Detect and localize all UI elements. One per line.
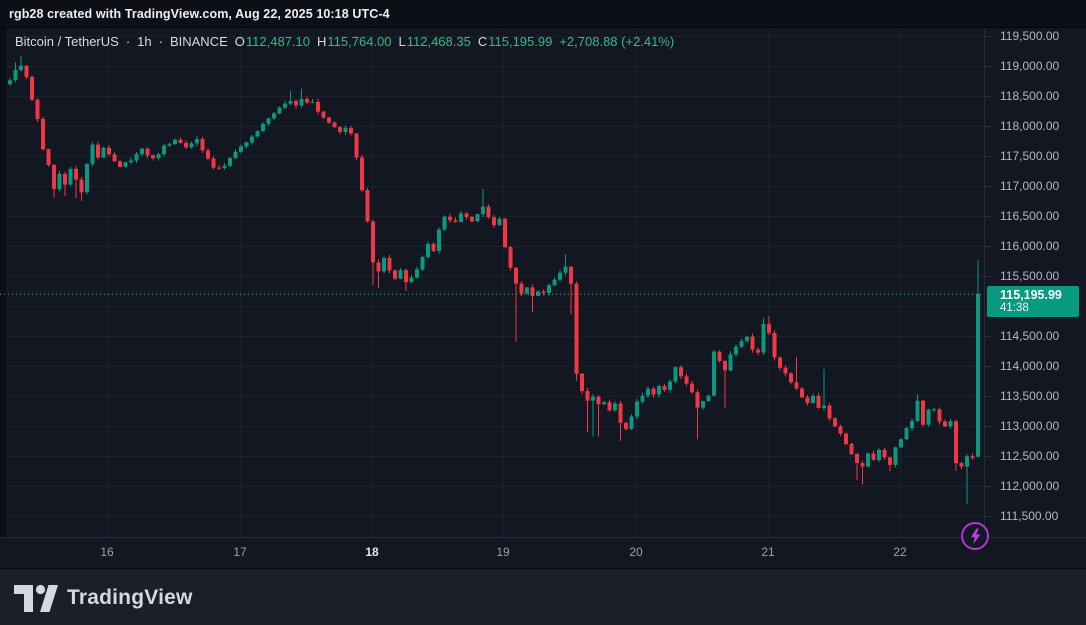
exchange-label: BINANCE [169,34,228,49]
ohlc-high: H 115,764.00 [317,34,392,49]
tradingview-brand-text[interactable]: TradingView [67,585,193,609]
time-tick-label-21: 21 [761,545,775,559]
price-scale[interactable]: 115,195.99 41:38 119,500.00 119,000.00 118… [984,27,1086,537]
gridlines [8,27,984,537]
price-tick-mark [985,366,991,367]
lightning-icon [970,528,980,544]
price-tick-label: 119,500.00 [1000,29,1060,43]
price-tick-mark [985,186,991,187]
price-tick-mark [985,36,991,37]
time-tick-label-20: 20 [629,545,643,559]
price-tick-mark [985,216,991,217]
candle-countdown: 41:38 [1000,302,1029,315]
candles [8,55,980,504]
price-tick-mark [985,396,991,397]
price-tick-label: 115,500.00 [1000,269,1060,283]
time-tick-label-17: 17 [233,545,247,559]
time-scale[interactable]: 16 17 18 19 20 21 22 [0,537,1086,569]
left-margin-strip [0,27,8,568]
price-tick-mark [985,516,991,517]
time-tick-label-16: 16 [100,545,114,559]
price-tick-label: 116,000.00 [1000,239,1060,253]
ohlc-low: L 112,468.35 [398,34,471,49]
symbol-title[interactable]: Bitcoin / TetherUS [15,34,119,49]
attribution-text: rgb28 created with TradingView.com, Aug … [9,6,390,21]
separator-dot: · [125,34,131,49]
symbol-header: Bitcoin / TetherUS · 1h · BINANCE O 112,4… [15,34,674,49]
price-tick-mark [985,336,991,337]
time-tick-label-19: 19 [496,545,510,559]
time-tick-label-22: 22 [893,545,907,559]
footer-bar: TradingView [0,568,1086,625]
price-tick-mark [985,126,991,127]
price-tick-mark [985,156,991,157]
attribution-bar: rgb28 created with TradingView.com, Aug … [0,0,1086,28]
current-price-label: 115,195.99 41:38 [987,286,1079,318]
price-tick-label: 112,500.00 [1000,449,1060,463]
ohlc-open: O 112,487.10 [234,34,310,49]
price-tick-label: 114,000.00 [1000,359,1060,373]
price-tick-label: 111,500.00 [1000,509,1059,523]
price-tick-label: 116,500.00 [1000,209,1060,223]
price-tick-label: 113,500.00 [1000,389,1060,403]
price-tick-mark [985,486,991,487]
price-tick-mark [985,276,991,277]
price-tick-mark [985,96,991,97]
lightning-button[interactable] [961,522,989,550]
price-tick-label: 117,500.00 [1000,149,1060,163]
time-tick-label-18: 18 [365,545,379,559]
chart-pane[interactable]: Bitcoin / TetherUS · 1h · BINANCE O 112,4… [0,27,1086,568]
price-tick-label: 118,500.00 [1000,89,1060,103]
price-tick-mark [985,246,991,247]
separator-dot: · [158,34,163,49]
price-tick-label: 117,000.00 [1000,179,1060,193]
interval-label[interactable]: 1h [137,34,152,49]
price-tick-label: 119,000.00 [1000,59,1060,73]
price-tick-label: 112,000.00 [1000,479,1060,493]
ohlc-close: C 115,195.99 [477,34,553,49]
tradingview-logo[interactable] [14,583,58,613]
price-tick-mark [985,456,991,457]
candlestick-chart[interactable] [0,27,984,537]
price-tick-label: 118,000.00 [1000,119,1060,133]
price-tick-label: 114,500.00 [1000,329,1060,343]
change-label: +2,708.88 (+2.41%) [559,34,675,49]
current-price-value: 115,195.99 [1000,288,1062,303]
price-tick-mark [985,426,991,427]
price-tick-label: 113,000.00 [1000,419,1060,433]
price-tick-mark [985,66,991,67]
